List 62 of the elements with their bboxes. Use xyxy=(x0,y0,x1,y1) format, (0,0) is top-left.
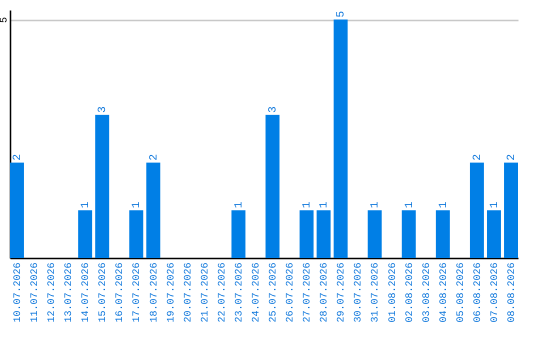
bar xyxy=(10,162,24,258)
bar xyxy=(266,114,280,258)
bar xyxy=(300,210,314,258)
x-tick-label: 20.07.2026 xyxy=(183,262,194,323)
bar xyxy=(316,210,331,258)
x-tick-label: 07.08.2026 xyxy=(490,262,501,323)
bar xyxy=(334,20,348,258)
data-label: 1 xyxy=(131,201,144,208)
data-label: 2 xyxy=(12,154,24,161)
data-label: 3 xyxy=(268,106,280,113)
data-label: 3 xyxy=(97,106,110,113)
data-label: 1 xyxy=(488,201,501,208)
x-tick-label: 30.07.2026 xyxy=(354,262,365,323)
data-label: 1 xyxy=(318,201,331,208)
data-label: 1 xyxy=(233,201,246,208)
bar xyxy=(402,210,416,258)
x-tick-label: 05.08.2026 xyxy=(456,262,467,323)
x-tick-label: 03.08.2026 xyxy=(422,262,433,323)
x-tick-label: 02.08.2026 xyxy=(404,262,416,323)
x-tick-label: 10.07.2026 xyxy=(12,262,24,323)
data-label: 2 xyxy=(148,154,160,161)
x-tick-label: 22.07.2026 xyxy=(217,262,228,323)
x-tick-label: 17.07.2026 xyxy=(132,262,144,323)
x-tick-label: 13.07.2026 xyxy=(64,262,76,323)
x-tick-label: 04.08.2026 xyxy=(438,262,450,323)
bar xyxy=(368,210,382,258)
x-tick-label: 24.07.2026 xyxy=(251,262,262,323)
x-tick-label: 23.07.2026 xyxy=(234,262,246,323)
data-label: 1 xyxy=(438,201,450,208)
bar xyxy=(486,210,501,258)
x-tick-label: 31.07.2026 xyxy=(370,262,382,323)
bar xyxy=(504,162,518,258)
data-label: 1 xyxy=(302,201,314,208)
x-tick-label: 11.07.2026 xyxy=(30,262,42,323)
x-tick-label: 15.07.2026 xyxy=(98,262,110,323)
bar xyxy=(78,210,92,258)
x-tick-label: 01.08.2026 xyxy=(388,262,399,323)
x-tick-label: 14.07.2026 xyxy=(81,262,92,323)
data-label: 1 xyxy=(80,201,92,208)
bar xyxy=(129,210,144,258)
bar xyxy=(146,162,160,258)
x-tick-label: 21.07.2026 xyxy=(200,262,212,323)
bar xyxy=(470,162,484,258)
data-label: 2 xyxy=(506,154,518,161)
x-tick-label: 06.08.2026 xyxy=(472,262,484,323)
bar xyxy=(95,114,110,258)
data-label: 1 xyxy=(404,201,416,208)
data-label: 5 xyxy=(336,10,348,18)
x-tick-label: 16.07.2026 xyxy=(115,262,126,323)
data-label: 1 xyxy=(370,201,382,208)
x-tick-label: 18.07.2026 xyxy=(149,262,160,323)
x-tick-label: 12.07.2026 xyxy=(47,262,58,323)
x-tick-label: 27.07.2026 xyxy=(302,262,314,323)
x-tick-label: 08.08.2026 xyxy=(507,262,518,323)
bar xyxy=(231,210,246,258)
x-tick-label: 19.07.2026 xyxy=(166,262,178,323)
x-tick-label: 26.07.2026 xyxy=(286,262,297,323)
data-label: 2 xyxy=(472,154,484,161)
x-tick-label: 25.07.2026 xyxy=(268,262,280,323)
x-tick-label: 28.07.2026 xyxy=(320,262,331,323)
x-tick-label: 29.07.2026 xyxy=(336,262,348,323)
bar xyxy=(436,210,450,258)
